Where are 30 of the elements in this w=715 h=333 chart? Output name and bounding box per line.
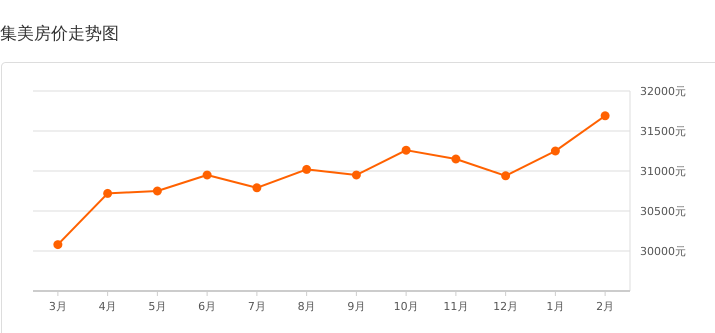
point (600, 111, 610, 120)
chart-title: 集美房价走势图 (0, 24, 119, 44)
x-tick-label: 9月 (347, 300, 366, 313)
x-tick-label: 7月 (248, 300, 266, 313)
point (402, 146, 411, 155)
point (501, 171, 510, 180)
point (252, 183, 262, 192)
point (352, 170, 361, 180)
y-tick-label: 30500元 (640, 204, 686, 218)
point (103, 188, 112, 198)
y-tick-label: 30000元 (640, 244, 686, 258)
point (53, 240, 62, 250)
x-tick-label: 10月 (394, 300, 419, 313)
x-tick-label: 12月 (493, 300, 518, 313)
point (451, 154, 460, 164)
point (302, 164, 312, 174)
point (202, 170, 212, 180)
x-tick-label: 11月 (443, 300, 468, 313)
x-tick-label: 3月 (48, 300, 67, 313)
x-tick-label: 5月 (148, 300, 166, 313)
y-tick-label: 31000元 (640, 164, 686, 178)
x-tick-label: 4月 (98, 300, 117, 313)
x-tick-label: 1月 (546, 300, 564, 313)
point (152, 186, 162, 196)
x-tick-label: 2月 (596, 300, 614, 313)
point (550, 146, 560, 156)
y-tick-label: 32000元 (640, 84, 686, 98)
x-tick-label: 8月 (298, 300, 316, 313)
y-tick-label: 31500元 (640, 124, 686, 138)
x-tick-label: 6月 (198, 300, 216, 313)
